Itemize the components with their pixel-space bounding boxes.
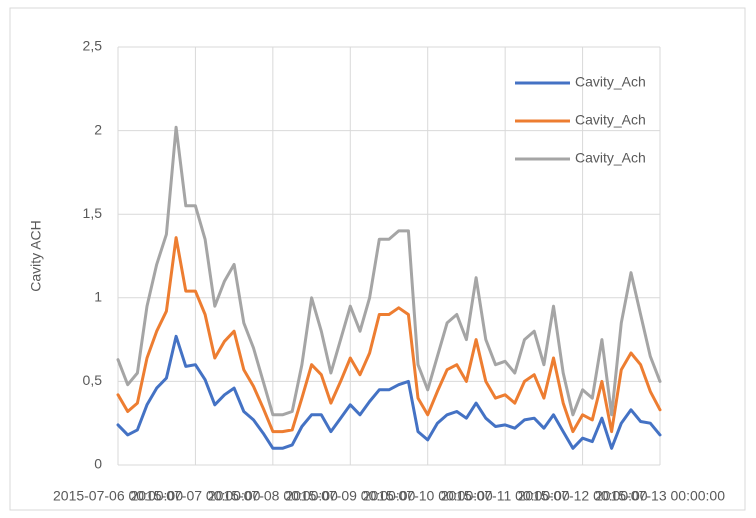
x-tick-label: 2015-07-09 00:00:00 xyxy=(285,488,415,504)
series-line xyxy=(116,125,662,417)
y-tick-label: 0,5 xyxy=(83,372,103,388)
x-tick-label: 2015-07-06 00:00:00 xyxy=(53,488,183,504)
x-tick-label: 2015-07-10 00:00:00 xyxy=(363,488,493,504)
y-tick-label: 2 xyxy=(94,121,102,137)
y-tick-label: 2,5 xyxy=(83,38,103,54)
y-tick-label: 0 xyxy=(94,456,102,472)
x-tick-label: 2015-07-07 00:00:00 xyxy=(130,488,260,504)
x-tick-label: 2015-07-11 00:00:00 xyxy=(441,488,570,504)
series-line xyxy=(116,236,662,434)
series-line xyxy=(116,334,662,450)
x-tick-label: 2015-07-08 00:00:00 xyxy=(208,488,338,504)
y-axis-label: Cavity ACH xyxy=(28,220,44,292)
x-tick-label: 2015-07-12 00:00:00 xyxy=(518,488,648,504)
legend-label: Cavity_Ach xyxy=(575,112,646,128)
legend-label: Cavity_Ach xyxy=(575,74,646,90)
legend-label: Cavity_Ach xyxy=(575,150,646,166)
x-tick-label: 2015-07-13 00:00:00 xyxy=(595,488,725,504)
y-tick-label: 1,5 xyxy=(83,205,103,221)
y-tick-label: 1 xyxy=(94,289,102,305)
